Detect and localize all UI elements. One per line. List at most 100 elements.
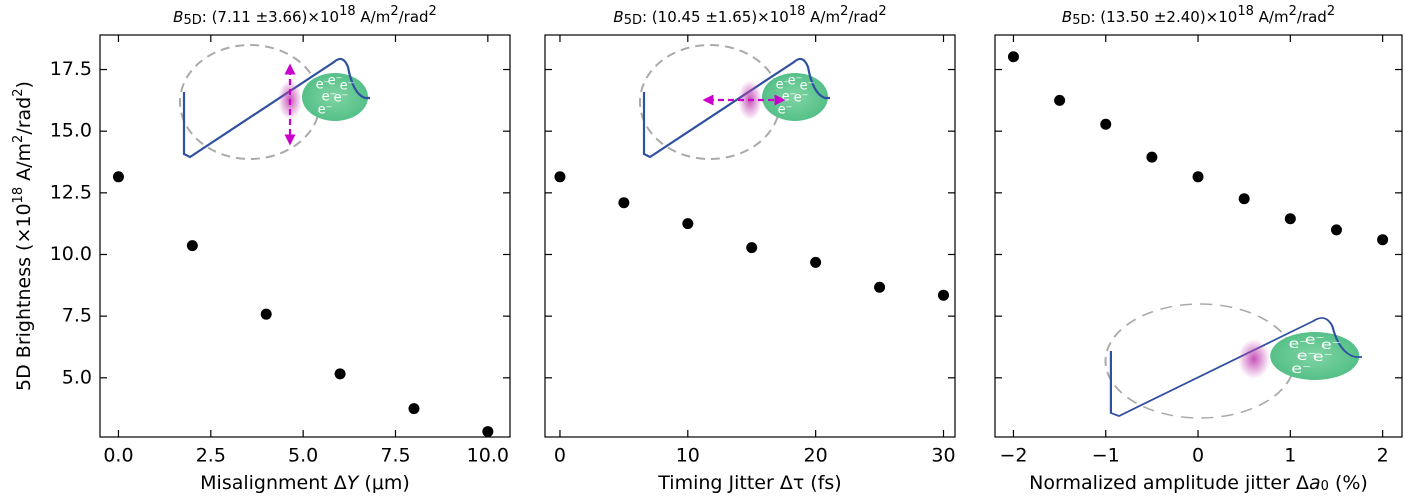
x-tick-label: 5.0 [288, 445, 318, 467]
y-tick-label: 17.5 [50, 58, 92, 80]
text-part: 0 [1321, 479, 1329, 494]
text-part: B [173, 8, 183, 26]
inset-trajectory [182, 57, 370, 159]
text-part: 2 [11, 135, 26, 143]
inset-bunch [1270, 332, 1360, 380]
text-part: 18 [339, 4, 356, 19]
inset: e⁻e⁻e⁻e⁻e⁻e⁻ [639, 44, 830, 160]
data-point [618, 197, 630, 209]
electron-label: e⁻ [1289, 336, 1309, 351]
text-part: Normalized amplitude jitter Δ [1029, 472, 1309, 494]
electron-label: e⁻ [1321, 337, 1341, 352]
y-tick-label: 5.0 [62, 366, 92, 388]
data-point [746, 242, 758, 254]
text-part: /rad [13, 97, 35, 135]
electron-label: e⁻ [334, 91, 349, 106]
text-part: ) [13, 81, 35, 88]
electron-label: e⁻ [328, 74, 343, 89]
x-tick-label: 30 [931, 445, 955, 467]
text-part: A/m [805, 8, 840, 26]
data-point [482, 426, 494, 438]
x-axis-label: Normalized amplitude jitter Δa0 (%) [1029, 472, 1368, 494]
subplot-title: B5D: (7.11 ±3.66)×1018 A/m2/rad2 [173, 4, 437, 27]
inset-bunch [302, 73, 368, 121]
text-part: 5D [183, 13, 201, 28]
text-part: (μm) [358, 472, 409, 494]
y-tick-label: 7.5 [62, 305, 92, 327]
data-point [1100, 118, 1112, 130]
data-point [1377, 234, 1389, 246]
y-tick-label: 15.0 [50, 120, 92, 142]
data-point [937, 289, 949, 301]
text-part: 2 [390, 4, 398, 19]
electron-label: e⁻ [1297, 348, 1317, 363]
text-part: (%) [1329, 472, 1368, 494]
y-tick-label: 10.0 [50, 243, 92, 265]
electron-label: e⁻ [778, 103, 793, 118]
text-part: 18 [11, 187, 26, 204]
x-tick-label: 10 [676, 445, 700, 467]
text-part: 5D Brightness (×10 [13, 203, 35, 391]
text-part: A/m [1254, 8, 1289, 26]
text-part: 2 [1327, 4, 1335, 19]
inset-laser [1237, 339, 1271, 379]
data-point [260, 308, 272, 320]
x-tick-label: 0 [1192, 445, 1204, 467]
data-point [810, 256, 822, 268]
x-tick-label: 7.5 [380, 445, 410, 467]
text-part: /rad [1297, 8, 1327, 26]
inset-trajectory [642, 57, 830, 159]
data-point [408, 403, 420, 415]
y-axis-label: 5D Brightness (×1018 A/m2/rad2) [11, 81, 34, 391]
text-part: B [1062, 8, 1072, 26]
data-point [1054, 94, 1066, 106]
data-point [334, 368, 346, 380]
x-tick-label: 0 [554, 445, 566, 467]
x-tick-label: −1 [1092, 445, 1120, 467]
text-part: 2 [11, 88, 26, 96]
electron-label: e⁻ [316, 78, 331, 93]
text-part: 2 [878, 4, 886, 19]
text-part: /rad [848, 8, 878, 26]
text-part: 18 [1237, 4, 1254, 19]
text-part: 2 [429, 4, 437, 19]
x-tick-label: 20 [804, 445, 828, 467]
text-part: Y [347, 472, 360, 494]
inset: e⁻e⁻e⁻e⁻e⁻e⁻ [1104, 303, 1363, 419]
x-tick-label: −2 [999, 445, 1027, 467]
electron-label: e⁻ [1313, 349, 1333, 364]
axes-frame [99, 34, 511, 438]
x-tick-label: 0.0 [103, 445, 133, 467]
text-part: B [613, 8, 623, 26]
text-part: A/m [13, 143, 35, 187]
data-point [1007, 51, 1019, 63]
data-point [1146, 151, 1158, 163]
data-point [682, 218, 694, 230]
text-part: A/m [356, 8, 391, 26]
x-tick-label: 1 [1284, 445, 1296, 467]
x-tick-label: 10.0 [467, 445, 509, 467]
text-part: : (13.50 ±2.40)×10 [1090, 8, 1237, 26]
data-point [1330, 224, 1342, 236]
text-part: a [1309, 472, 1321, 494]
electron-label: e⁻ [318, 103, 333, 118]
data-point [1238, 193, 1250, 205]
electron-label: e⁻ [1291, 361, 1311, 376]
electron-label: e⁻ [800, 79, 815, 94]
x-axis-label: Timing Jitter Δτ (fs) [657, 472, 841, 494]
inset-bunch [762, 73, 828, 121]
text-part: Misalignment Δ [200, 472, 347, 494]
text-part: : (7.11 ±3.66)×10 [202, 8, 339, 26]
data-point [186, 240, 198, 252]
subplot-title: B5D: (13.50 ±2.40)×1018 A/m2/rad2 [1062, 4, 1335, 27]
text-part: 5D [1072, 13, 1090, 28]
electron-label: e⁻ [340, 79, 355, 94]
x-tick-label: 2.5 [196, 445, 226, 467]
text-part: 2 [1289, 4, 1297, 19]
y-tick-label: 12.5 [50, 181, 92, 203]
electron-label: e⁻ [794, 91, 809, 106]
electron-label: e⁻ [1305, 332, 1325, 347]
data-point [1192, 171, 1204, 183]
axes-frame [544, 34, 956, 438]
